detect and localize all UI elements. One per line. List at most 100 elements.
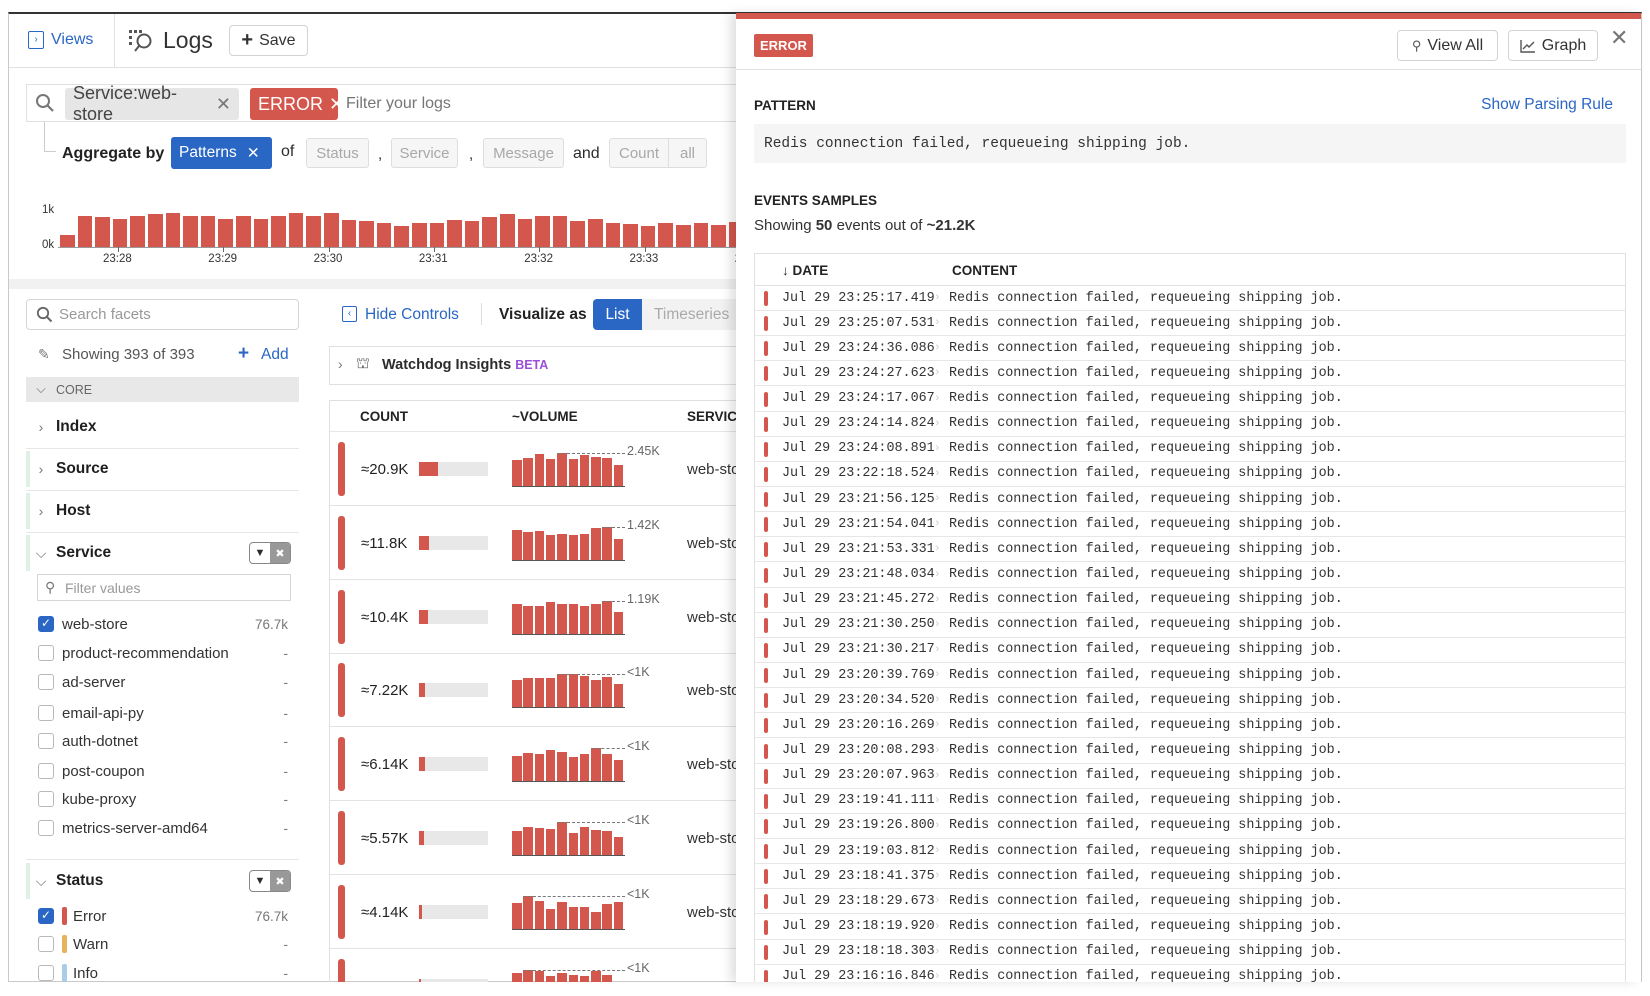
close-icon[interactable]: ✕ [215,93,231,114]
checkbox[interactable] [38,705,54,721]
histogram-bar[interactable] [412,223,427,247]
histogram-bar[interactable] [394,225,409,247]
event-row[interactable]: Jul 29 23:22:18.524 › Redis connection fai… [754,462,1626,487]
pattern-row[interactable] [330,653,736,728]
histogram-bar[interactable] [218,218,233,247]
save-button[interactable]: + Save [229,25,308,56]
histogram-bar[interactable] [183,216,198,247]
event-row[interactable]: Jul 29 23:19:26.800 › Redis connection fai… [754,814,1626,839]
column-header-service[interactable]: SERVIC [687,409,738,424]
log-histogram[interactable]: 23:28 23:29 23:30 23:31 23:32 23:33 23:34 [58,200,736,280]
hide-controls-button[interactable]: Hide Controls [365,306,459,323]
facet-host[interactable]: › Host [26,491,299,531]
histogram-bar[interactable] [271,216,286,247]
facet-filter-toggle[interactable]: ▼ ✖ [249,542,291,564]
pattern-row[interactable] [330,875,736,949]
pattern-row[interactable] [330,506,736,580]
histogram-bar[interactable] [165,212,181,247]
checkbox[interactable] [38,733,54,749]
search-tag-error[interactable]: ERROR ✕ [250,88,344,120]
histogram-bar[interactable] [623,224,638,247]
checkbox[interactable]: ✓ [38,616,54,632]
facet-value[interactable]: email-api-py [62,705,144,722]
event-row[interactable]: Jul 29 23:18:41.375 › Redis connection fai… [754,864,1626,890]
aggregate-patterns-tag[interactable]: Patterns ✕ [171,137,272,169]
histogram-bar[interactable] [500,213,515,247]
event-row[interactable]: Jul 29 23:21:48.034 › Redis connection fai… [754,563,1626,588]
event-row[interactable]: Jul 29 23:24:08.891 › Redis connection fai… [754,437,1626,462]
histogram-bar[interactable] [200,216,216,247]
column-header-content[interactable]: CONTENT [952,263,1018,278]
event-row[interactable]: Jul 29 23:20:39.769 › Redis connection fai… [754,663,1626,689]
histogram-bar[interactable] [658,223,673,247]
histogram-bar[interactable] [60,235,75,247]
facet-source[interactable]: › Source [26,449,299,489]
histogram-bar[interactable] [236,216,251,247]
facet-filter-toggle[interactable]: ▼ ✖ [249,870,291,892]
column-header-volume[interactable]: ~VOLUME [512,409,578,424]
histogram-bar[interactable] [728,221,736,247]
histogram-bar[interactable] [676,225,691,247]
histogram-bar[interactable] [253,218,269,247]
histogram-bar[interactable] [77,216,93,247]
pattern-row[interactable] [330,727,736,802]
show-parsing-rule-link[interactable]: Show Parsing Rule [1481,96,1613,113]
checkbox[interactable] [38,674,54,690]
facet-service[interactable]: ⌵ Service [26,533,299,573]
histogram-bar[interactable] [605,223,621,247]
histogram-bar[interactable] [376,223,392,247]
views-button[interactable]: Views [51,31,94,48]
pattern-row[interactable] [330,949,736,982]
mode-list-button[interactable]: List [593,299,642,330]
facet-value[interactable]: ad-server [62,674,126,691]
facet-value[interactable]: post-coupon [62,763,145,780]
checkbox[interactable] [38,645,54,661]
mode-timeseries-button[interactable]: Timeseries [642,299,742,330]
event-row[interactable]: Jul 29 23:20:07.963 › Redis connection fai… [754,764,1626,789]
event-row[interactable]: Jul 29 23:21:56.125 › Redis connection fai… [754,487,1626,513]
event-row[interactable]: Jul 29 23:19:03.812 › Redis connection fai… [754,839,1626,865]
histogram-bar[interactable] [535,216,550,247]
facet-index[interactable]: › Index [26,407,299,447]
histogram-bar[interactable] [324,212,339,247]
facet-value[interactable]: web-store [62,616,128,633]
checkbox[interactable] [38,936,54,952]
filter-icon[interactable]: ▼ [254,875,266,887]
facet-group-core[interactable]: ⌵ CORE [26,377,299,402]
event-row[interactable]: Jul 29 23:25:17.419 › Redis connection fai… [754,286,1626,311]
facet-value[interactable]: product-recommendation [62,645,229,662]
histogram-bar[interactable] [640,226,656,247]
message-field[interactable]: Message [483,138,564,168]
event-row[interactable]: Jul 29 23:16:16.846 › Redis connection fai… [754,965,1626,982]
histogram-bar[interactable] [288,212,304,247]
histogram-bar[interactable] [429,223,445,247]
event-row[interactable]: Jul 29 23:24:27.623 › Redis connection fai… [754,361,1626,387]
column-header-date[interactable]: ↓ DATE [782,263,828,278]
facet-value[interactable]: Warn [73,936,109,953]
close-icon[interactable]: ✕ [246,144,260,162]
event-row[interactable]: Jul 29 23:21:54.041 › Redis connection fai… [754,512,1626,538]
histogram-bar[interactable] [95,217,110,247]
facet-value[interactable]: Error [73,908,107,925]
clear-icon[interactable]: ✖ [270,543,290,563]
service-field[interactable]: Service [391,138,458,168]
histogram-bar[interactable] [693,223,709,247]
facet-value[interactable]: kube-proxy [62,791,137,808]
pattern-row[interactable] [330,801,736,875]
histogram-bar[interactable] [306,216,321,247]
facet-value[interactable]: Info [73,965,99,982]
histogram-bar[interactable] [464,220,480,247]
checkbox[interactable] [38,965,54,981]
event-row[interactable]: Jul 29 23:21:53.331 › Redis connection fai… [754,537,1626,563]
status-field[interactable]: Status [306,138,369,168]
event-row[interactable]: Jul 29 23:18:19.920 › Redis connection fai… [754,915,1626,940]
measure-field[interactable]: Count [609,138,669,168]
filter-values-input[interactable] [37,574,291,601]
checkbox[interactable]: ✓ [38,908,54,924]
event-row[interactable]: Jul 29 23:24:17.067 › Redis connection fai… [754,387,1626,412]
event-row[interactable]: Jul 29 23:21:30.217 › Redis connection fai… [754,638,1626,663]
histogram-bar[interactable] [570,221,585,247]
pencil-icon[interactable]: ✎ [38,346,50,362]
histogram-bar[interactable] [517,218,533,247]
view-all-button[interactable]: ⚲ View All [1397,30,1498,61]
